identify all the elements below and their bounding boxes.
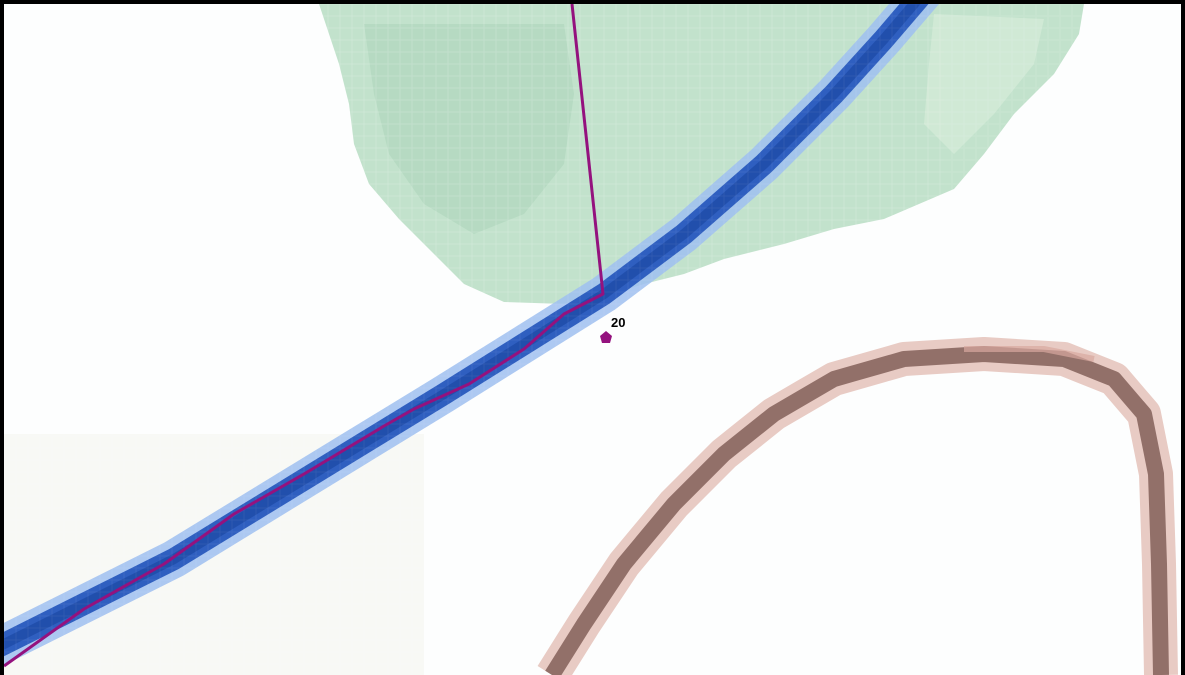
brown-road: [545, 346, 1169, 675]
marker-label: 20: [611, 315, 625, 330]
pentagon-marker-icon[interactable]: [600, 331, 612, 343]
river-pixel-grid: [4, 4, 944, 675]
map-canvas[interactable]: 20: [4, 4, 1181, 675]
road-highlight: [964, 346, 1095, 362]
purple-boundary-line[interactable]: [4, 4, 605, 668]
